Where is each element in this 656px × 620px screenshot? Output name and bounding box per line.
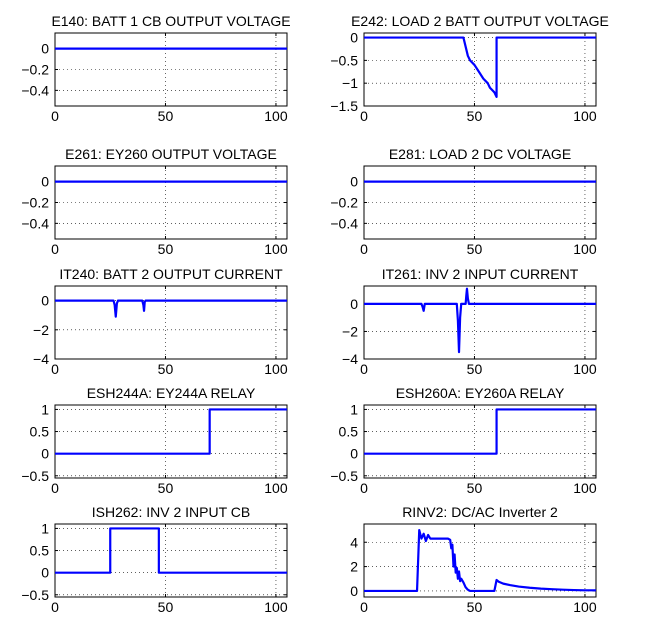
y-tick-label: −4 <box>33 351 49 367</box>
y-tick-label: −2 <box>342 323 358 339</box>
y-tick-label: 0 <box>350 446 358 462</box>
y-tick-label: 4 <box>350 534 358 550</box>
x-tick-label: 100 <box>264 361 288 377</box>
subplot-3: E261: EY260 OUTPUT VOLTAGE 0 50 100 0 −0.2 −0.… <box>21 146 287 257</box>
y-tick-label: 0 <box>350 583 358 599</box>
y-tick-label: 0 <box>41 174 49 190</box>
y-tick-label: 1 <box>350 401 358 417</box>
series-line <box>364 528 596 593</box>
y-tick-label: −0.2 <box>21 62 49 78</box>
y-tick-label: 0.5 <box>30 424 50 440</box>
x-tick-label: 50 <box>158 108 174 124</box>
y-tick-label: −0.2 <box>21 195 49 211</box>
y-tick-label: 0 <box>41 565 49 581</box>
x-tick-label: 0 <box>51 480 59 496</box>
y-tick-label: 0.5 <box>30 543 50 559</box>
subplot-title: E261: EY260 OUTPUT VOLTAGE <box>65 146 277 162</box>
series-line <box>364 287 596 354</box>
subplot-title: ISH262: INV 2 INPUT CB <box>92 504 250 520</box>
subplot-title: ESH244A: EY244A RELAY <box>87 385 256 401</box>
axes-box <box>363 32 597 107</box>
subplot-title: ESH260A: EY260A RELAY <box>396 385 565 401</box>
axes-box <box>54 404 288 479</box>
y-tick-label: 0 <box>350 30 358 46</box>
x-tick-label: 50 <box>467 480 483 496</box>
x-tick-label: 0 <box>360 480 368 496</box>
y-tick-label: 1 <box>41 520 49 536</box>
x-tick-label: 50 <box>158 241 174 257</box>
y-tick-label: 1 <box>41 401 49 417</box>
y-tick-label: −0.5 <box>330 468 358 484</box>
x-tick-label: 50 <box>158 599 174 615</box>
series-line <box>364 408 596 455</box>
x-tick-label: 100 <box>573 361 597 377</box>
subplot-title: E281: LOAD 2 DC VOLTAGE <box>389 146 571 162</box>
x-tick-label: 100 <box>264 480 288 496</box>
axes-box <box>54 523 288 598</box>
y-tick-label: −2 <box>33 322 49 338</box>
subplot-4: E281: LOAD 2 DC VOLTAGE 0 50 100 0 −0.2 −0.4 <box>330 146 596 257</box>
subplot-title: RINV2: DC/AC Inverter 2 <box>402 504 558 520</box>
x-tick-label: 0 <box>360 241 368 257</box>
subplot-5: IT240: BATT 2 OUTPUT CURRENT 0 50 100 0 −2 −4 <box>33 266 288 377</box>
x-tick-label: 50 <box>467 361 483 377</box>
x-tick-label: 0 <box>360 108 368 124</box>
x-tick-label: 0 <box>51 241 59 257</box>
x-tick-label: 50 <box>158 361 174 377</box>
y-tick-label: 0 <box>350 174 358 190</box>
axes-box <box>54 285 288 360</box>
x-tick-label: 100 <box>573 241 597 257</box>
y-tick-label: 0 <box>41 41 49 57</box>
x-tick-label: 100 <box>573 480 597 496</box>
x-tick-label: 50 <box>467 241 483 257</box>
series-line <box>55 527 287 574</box>
subplot-6: IT261: INV 2 INPUT CURRENT 0 50 100 0 −2 −4 <box>342 266 597 377</box>
y-tick-label: 0 <box>350 296 358 312</box>
y-tick-label: 0 <box>41 446 49 462</box>
x-tick-label: 50 <box>467 108 483 124</box>
y-tick-label: −0.5 <box>330 52 358 68</box>
subplot-10: RINV2: DC/AC Inverter 2 0 50 100 4 2 0 <box>350 504 597 615</box>
x-tick-label: 100 <box>264 108 288 124</box>
subplot-title: E140: BATT 1 CB OUTPUT VOLTAGE <box>51 13 290 29</box>
y-tick-label: −0.4 <box>330 215 358 231</box>
y-tick-label: −0.5 <box>21 468 49 484</box>
x-tick-label: 50 <box>158 480 174 496</box>
subplot-title: IT240: BATT 2 OUTPUT CURRENT <box>59 266 283 282</box>
subplot-title: IT261: INV 2 INPUT CURRENT <box>382 266 579 282</box>
y-tick-label: −0.5 <box>21 587 49 603</box>
x-tick-label: 0 <box>51 108 59 124</box>
series-line <box>55 408 287 455</box>
y-tick-label: −0.2 <box>330 195 358 211</box>
x-tick-label: 0 <box>360 361 368 377</box>
axes-box <box>363 285 597 360</box>
x-tick-label: 100 <box>573 108 597 124</box>
x-tick-label: 0 <box>51 599 59 615</box>
y-tick-label: 0.5 <box>339 424 359 440</box>
series-line <box>364 36 596 98</box>
x-tick-label: 0 <box>51 361 59 377</box>
y-tick-label: −0.4 <box>21 82 49 98</box>
x-tick-label: 50 <box>467 599 483 615</box>
y-tick-label: 0 <box>41 293 49 309</box>
axes-box <box>363 404 597 479</box>
subplot-title: E242: LOAD 2 BATT OUTPUT VOLTAGE <box>351 13 609 29</box>
x-tick-label: 100 <box>573 599 597 615</box>
axes-box <box>363 523 597 598</box>
x-tick-label: 100 <box>264 241 288 257</box>
y-tick-label: −0.4 <box>21 215 49 231</box>
x-tick-label: 100 <box>264 599 288 615</box>
y-tick-label: −4 <box>342 351 358 367</box>
y-tick-label: −1 <box>342 75 358 91</box>
y-tick-label: 2 <box>350 559 358 575</box>
series-line <box>55 299 287 318</box>
x-tick-label: 0 <box>360 599 368 615</box>
y-tick-label: −1.5 <box>330 98 358 114</box>
